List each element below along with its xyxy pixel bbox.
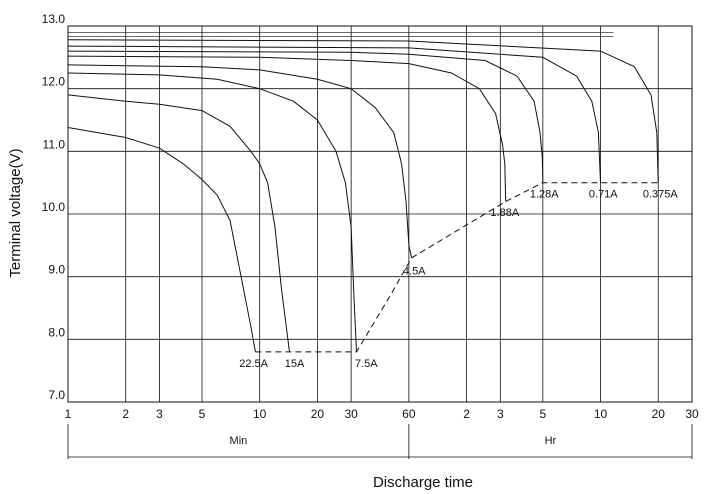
x-axis-title: Discharge time [373, 474, 473, 491]
y-tick-label: 8.0 [48, 325, 65, 339]
curve-label-1.88A: 1.88A [490, 207, 519, 219]
curve-labels: 22.5A 15A 7.5A 4.5A 1.88A 1.28A 0.71A 0.375A [239, 188, 678, 370]
grid [67, 25, 693, 403]
y-tick-label: 9.0 [48, 263, 65, 277]
x-tick-label: 2 [463, 407, 470, 421]
curve-22.5A [67, 127, 256, 352]
curve-7.5A [67, 72, 357, 352]
curve-label-0.71A: 0.71A [589, 188, 618, 200]
curve-label-4.5A: 4.5A [403, 265, 426, 277]
cutoff-dashed-line [255, 182, 659, 353]
x-tick-label: 30 [685, 407, 699, 421]
y-axis-title: Terminal voltage(V) [7, 148, 24, 277]
curve-label-22.5A: 22.5A [239, 358, 268, 370]
x-tick-label: 10 [594, 407, 608, 421]
curve-label-1.28A: 1.28A [530, 188, 559, 200]
curve-1.28A [67, 50, 544, 183]
curve-label-7.5A: 7.5A [355, 358, 378, 370]
x-tick-label: 3 [156, 407, 163, 421]
x-tick-label: 60 [402, 407, 416, 421]
y-tick-labels: 7.0 8.0 9.0 10.0 11.0 12.0 13.0 [42, 12, 66, 402]
x-tick-label: 10 [253, 407, 267, 421]
y-tick-label: 10.0 [42, 200, 66, 214]
cutoff-line [255, 182, 659, 353]
y-tick-label: 13.0 [42, 12, 66, 26]
x-tick-label: 5 [199, 407, 206, 421]
section-label-Hr: Hr [545, 435, 557, 447]
x-tick-label: 30 [344, 407, 358, 421]
section-label-Min: Min [230, 435, 248, 447]
curve-0.71A [67, 45, 601, 183]
discharge-curves [67, 39, 659, 352]
x-tick-labels: 1 2 3 5 10 20 30 60 2 3 5 10 20 30 [65, 407, 699, 421]
curve-0.375A [67, 39, 659, 183]
y-tick-label: 11.0 [43, 137, 66, 151]
x-tick-label: 20 [311, 407, 325, 421]
x-tick-label: 3 [497, 407, 504, 421]
time-sections: Min Hr [67, 424, 693, 459]
curve-label-0.375A: 0.375A [643, 188, 679, 200]
y-tick-label: 7.0 [48, 388, 65, 402]
curve-1.88A [67, 55, 507, 202]
x-tick-label: 2 [122, 407, 129, 421]
x-tick-label: 5 [539, 407, 546, 421]
curve-4.5A [67, 64, 413, 259]
x-tick-label: 20 [652, 407, 666, 421]
x-tick-label: 1 [65, 407, 72, 421]
curve-15A [67, 94, 290, 352]
curve-label-15A: 15A [285, 358, 305, 370]
y-tick-label: 12.0 [42, 75, 66, 89]
